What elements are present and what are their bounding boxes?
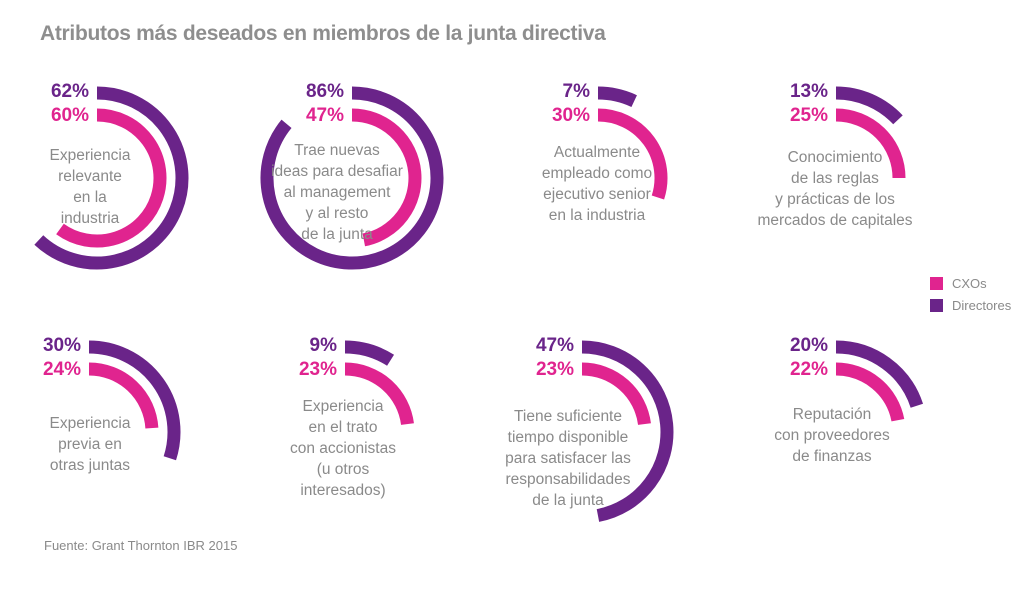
category-label-2: Trae nuevas ideas para desafiar al manag… [271, 142, 403, 243]
arc-directores-3 [597, 86, 637, 108]
arc-cxos-8 [835, 362, 905, 422]
value-label-directores-6: 9% [309, 335, 337, 356]
arc-cxos-7 [581, 362, 651, 426]
value-label-cxos-8: 22% [789, 359, 828, 380]
category-label-3: Actualmente empleado como ejecutivo seni… [541, 144, 653, 224]
arc-cxos-2 [351, 108, 422, 247]
value-label-directores-2: 86% [305, 81, 344, 102]
value-label-directores-3: 7% [562, 81, 590, 102]
value-label-cxos-1: 60% [50, 105, 89, 126]
chart-title: Atributos más deseados en miembros de la… [40, 22, 606, 45]
category-label-5: Experiencia previa en otras juntas [49, 415, 131, 474]
value-label-cxos-7: 23% [535, 359, 574, 380]
category-label-1: Experiencia relevante en la industria [49, 147, 131, 227]
value-label-directores-8: 20% [789, 335, 828, 356]
source-note: Fuente: Grant Thornton IBR 2015 [44, 538, 238, 553]
value-label-directores-7: 47% [535, 335, 574, 356]
arc-directores-8 [835, 340, 924, 408]
arc-directores-6 [344, 340, 395, 366]
arc-cxos-1 [56, 108, 167, 248]
legend-item-directores: Directores [930, 294, 1011, 316]
legend-label-cxos: CXOs [952, 275, 987, 291]
arc-cxos-6 [344, 362, 414, 426]
value-label-cxos-4: 25% [789, 105, 828, 126]
category-label-8: Reputación con proveedores de finanzas [774, 406, 890, 465]
arc-cxos-4 [835, 108, 906, 179]
category-label-6: Experiencia en el trato con accionistas … [290, 398, 396, 499]
arc-cxos-5 [88, 362, 159, 429]
value-label-cxos-2: 47% [305, 105, 344, 126]
category-label-7: Tiene suficiente tiempo disponible para … [505, 408, 631, 509]
category-label-4: Conocimiento de las reglas y prácticas d… [757, 149, 913, 229]
value-label-cxos-5: 24% [42, 359, 81, 380]
legend: CXOs Directores [930, 272, 1011, 316]
arc-directores-4 [835, 86, 903, 125]
arc-directores-7 [581, 340, 674, 522]
arc-directores-2 [260, 86, 444, 270]
arc-directores-5 [88, 340, 181, 461]
arc-directores-1 [34, 86, 189, 270]
value-label-directores-4: 13% [789, 81, 828, 102]
legend-swatch-cxos [930, 276, 943, 290]
value-label-cxos-6: 23% [298, 359, 337, 380]
arc-cxos-3 [597, 108, 668, 200]
legend-swatch-directores [930, 298, 943, 312]
value-label-directores-1: 62% [50, 81, 89, 102]
legend-item-cxos: CXOs [930, 272, 1011, 294]
value-label-directores-5: 30% [42, 335, 81, 356]
legend-label-directores: Directores [952, 297, 1012, 313]
value-label-cxos-3: 30% [551, 105, 590, 126]
